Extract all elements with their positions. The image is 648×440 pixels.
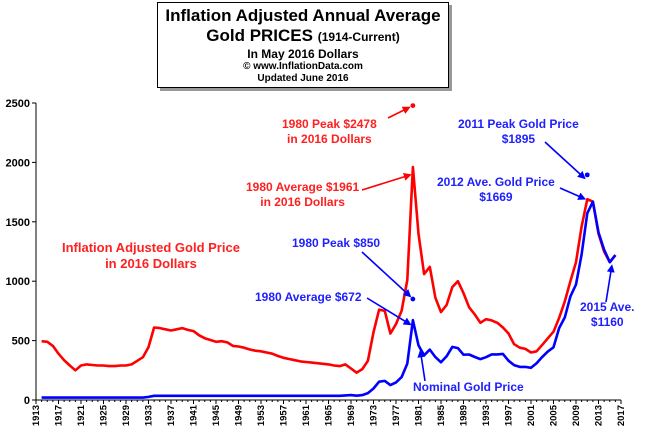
x-tick-label: 2005 — [549, 404, 560, 426]
avg-2015-arrow — [605, 264, 615, 303]
x-tick-label: 1973 — [369, 405, 380, 426]
avg-1980-nominal-arrow — [366, 297, 412, 326]
nominal-price-label: Nominal Gold Price — [413, 380, 524, 394]
x-tick-label: 1933 — [144, 405, 155, 426]
x-tick-label: 1985 — [436, 404, 447, 426]
x-tick-label: 1913 — [31, 405, 42, 426]
chart-series — [41, 165, 617, 399]
peak-1980-nominal-marker — [410, 296, 416, 302]
x-tick-label: 1925 — [99, 404, 110, 426]
x-tick-label: 1921 — [76, 404, 87, 426]
x-tick-label: 1981 — [414, 404, 425, 426]
copyright-text: © www.InflationData.com — [243, 61, 363, 72]
y-tick-label: 1000 — [6, 276, 30, 288]
peak-1980-nominal-arrow — [361, 251, 412, 298]
x-tick-label: 1917 — [54, 405, 65, 426]
x-tick-label: 1941 — [189, 404, 200, 426]
x-tick-label: 2017 — [616, 405, 627, 426]
adjusted-price-label-line1: Inflation Adjusted Gold Price — [62, 240, 240, 255]
x-tick-label: 1929 — [121, 405, 132, 426]
peak-1980-adjusted-marker — [410, 103, 416, 109]
avg-2015-line1: 2015 Ave. — [580, 300, 635, 314]
avg-2012-label: 2012 Ave. Gold Price $1669 — [437, 175, 555, 205]
annotation-arrows — [361, 106, 615, 382]
x-axis-ticks: 1913 1917 1921 1925 1929 1933 1937 1941 1945 1949… — [31, 400, 627, 426]
adjusted-price-line — [41, 165, 617, 375]
x-tick-label: 2001 — [526, 404, 537, 426]
x-tick-label: 1977 — [391, 405, 402, 426]
x-tick-label: 1961 — [301, 404, 312, 426]
x-tick-label: 2009 — [571, 405, 582, 426]
avg-2012-line2: $1669 — [479, 190, 513, 204]
peak-markers — [410, 103, 590, 302]
peak-1980-adjusted-label: 1980 Peak $2478 in 2016 Dollars — [282, 117, 377, 147]
y-axis-ticks: 0 500 1000 1500 2000 2500 — [6, 98, 36, 407]
avg-1980-adjusted-line1: 1980 Average $1961 — [246, 180, 360, 194]
peak-2011-line1: 2011 Peak Gold Price — [458, 117, 579, 131]
y-tick-label: 1500 — [6, 217, 30, 229]
x-tick-label: 1957 — [279, 405, 290, 426]
peak-2011-marker — [584, 172, 590, 178]
nominal-price-arrow — [417, 349, 426, 382]
chart-title-box: Inflation Adjusted Annual Average Gold P… — [157, 2, 449, 88]
peak-1980-adjusted-arrow — [387, 106, 411, 119]
chart-title-range: (1914-Current) — [317, 30, 400, 44]
avg-2015-label: 2015 Ave. $1160 — [580, 300, 635, 330]
x-tick-label: 1993 — [481, 405, 492, 426]
y-tick-label: 500 — [12, 336, 30, 348]
x-tick-label: 1965 — [324, 404, 335, 426]
peak-1980-adjusted-line2: in 2016 Dollars — [287, 132, 372, 146]
x-tick-label: 1945 — [211, 404, 222, 426]
chart-subtitle: In May 2016 Dollars — [247, 47, 359, 61]
chart-title-main: Gold PRICES — [206, 26, 313, 45]
x-tick-label: 1989 — [459, 405, 470, 426]
avg-1980-adjusted-arrow — [361, 173, 412, 191]
peak-2011-line2: $1895 — [501, 132, 536, 146]
avg-1980-adjusted-line2: in 2016 Dollars — [260, 195, 345, 209]
x-tick-label: 1937 — [166, 405, 177, 426]
peak-1980-adjusted-line1: 1980 Peak $2478 — [282, 117, 377, 131]
avg-1980-adjusted-label: 1980 Average $1961 in 2016 Dollars — [246, 180, 359, 210]
chart-title-line2: Gold PRICES (1914-Current) — [158, 26, 448, 47]
x-tick-label: 1953 — [256, 405, 267, 426]
chart-title: Inflation Adjusted Annual Average — [165, 6, 441, 25]
peak-2011-label: 2011 Peak Gold Price $1895 — [458, 117, 579, 147]
adjusted-price-label-line2: in 2016 Dollars — [105, 256, 197, 271]
peak-2011-arrow — [544, 141, 586, 180]
x-tick-label: 1997 — [504, 405, 515, 426]
adjusted-price-label: Inflation Adjusted Gold Price in 2016 Do… — [62, 240, 240, 272]
y-tick-label: 0 — [24, 395, 30, 407]
nominal-price-line — [41, 200, 617, 399]
avg-1980-nominal-label: 1980 Average $672 — [255, 290, 362, 304]
y-tick-label: 2000 — [6, 157, 30, 169]
x-tick-label: 1969 — [346, 405, 357, 426]
avg-2012-line1: 2012 Ave. Gold Price — [437, 175, 555, 189]
x-tick-label: 2013 — [594, 405, 605, 426]
y-tick-label: 2500 — [6, 98, 30, 110]
avg-2015-line2: $1160 — [590, 315, 624, 329]
x-tick-label: 1949 — [234, 405, 245, 426]
peak-1980-nominal-label: 1980 Peak $850 — [292, 236, 381, 250]
avg-2012-arrow — [559, 187, 587, 200]
updated-text: Updated June 2016 — [257, 73, 349, 84]
